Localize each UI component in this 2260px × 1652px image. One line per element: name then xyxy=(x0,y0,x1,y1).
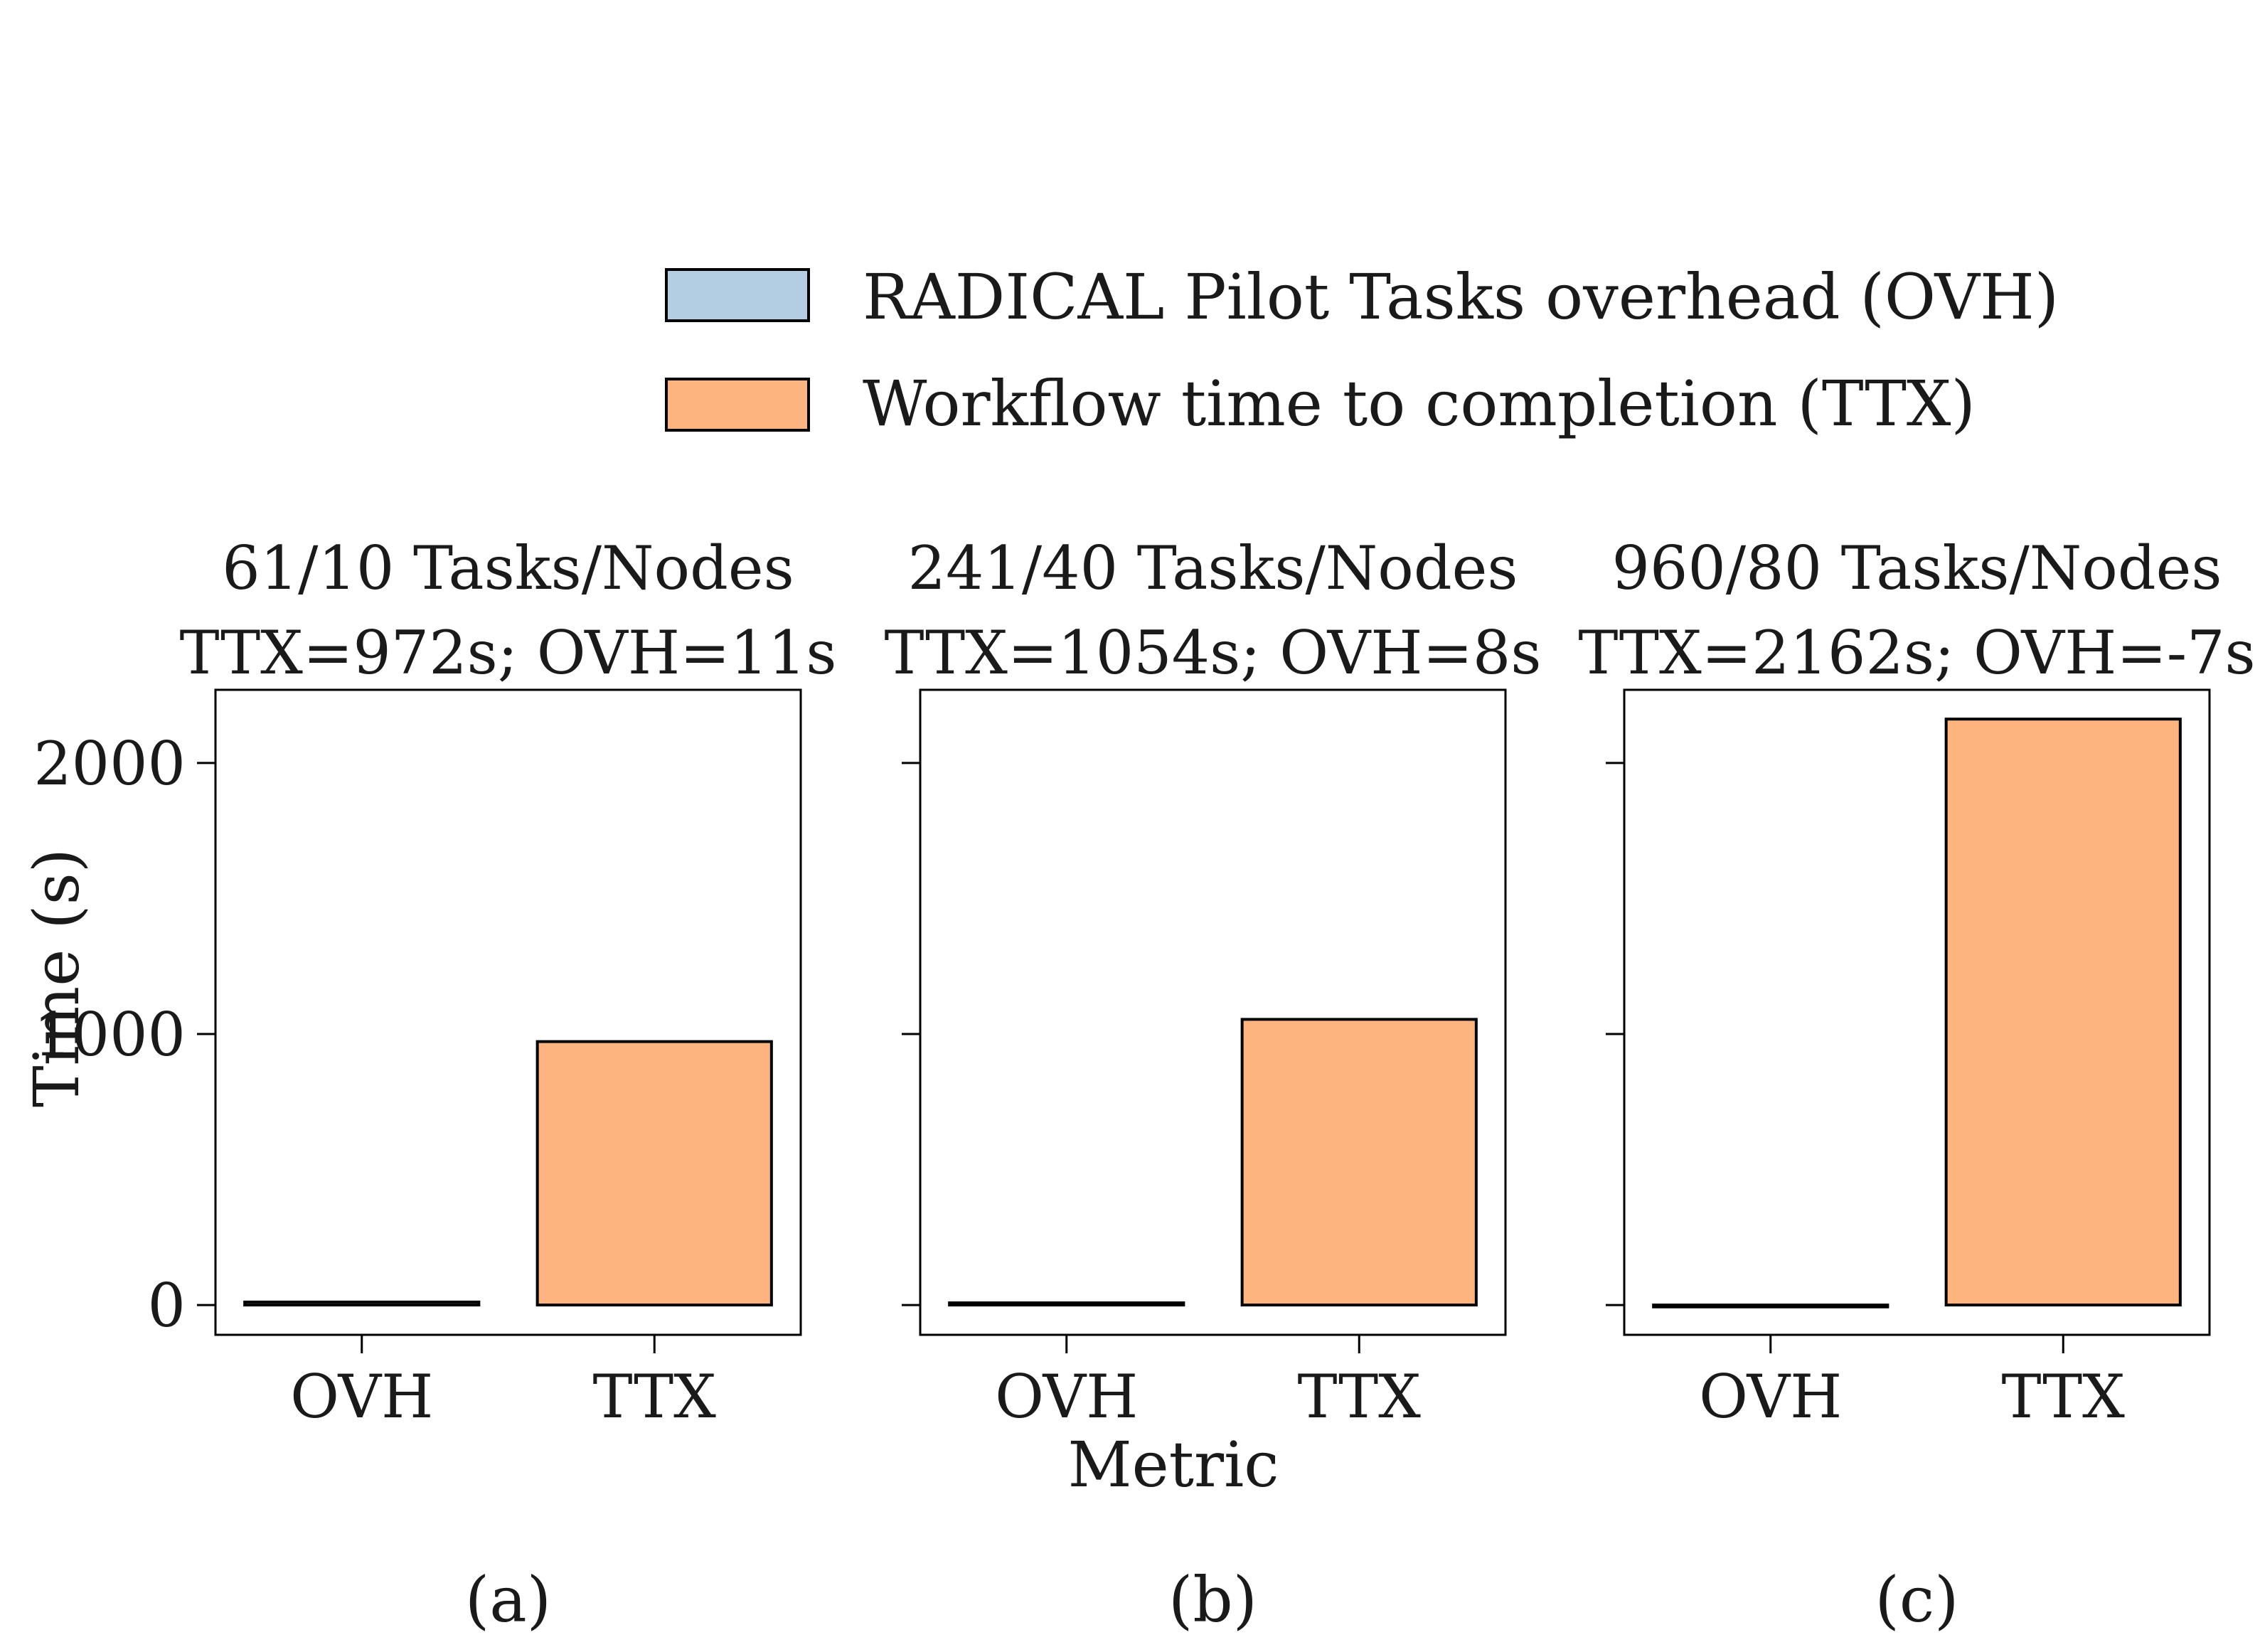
panel-3: 960/80 Tasks/Nodes TTX=2162s; OVH=-7s OVH T… xyxy=(1578,533,2255,1636)
panel-frame xyxy=(1623,688,2211,1336)
x-tick-label: TTX xyxy=(593,1362,717,1432)
legend-label-ttx: Workflow time to completion (TTX) xyxy=(863,367,1976,440)
legend-swatch-ttx xyxy=(665,378,810,432)
bar-ttx xyxy=(1944,718,2182,1307)
panel-frame xyxy=(919,688,1507,1336)
y-tick-label: 0 xyxy=(148,1271,186,1341)
bar-ovh xyxy=(243,1300,481,1307)
y-axis-label: Time (s) xyxy=(20,848,93,1107)
panel-2: 241/40 Tasks/Nodes TTX=1054s; OVH=8s OVH TT… xyxy=(885,533,1542,1636)
panel-title-line2: TTX=1054s; OVH=8s xyxy=(885,618,1542,688)
panel-title-line1: 960/80 Tasks/Nodes xyxy=(1612,533,2222,603)
panel-title-line1: 241/40 Tasks/Nodes xyxy=(908,533,1518,603)
y-tick-label: 2000 xyxy=(33,729,186,799)
legend-swatch-ovh xyxy=(665,268,810,322)
x-tick-label: OVH xyxy=(1699,1362,1842,1432)
bar-ovh xyxy=(1652,1304,1889,1309)
panel-title-line2: TTX=2162s; OVH=-7s xyxy=(1578,618,2255,688)
panel-title-line1: 61/10 Tasks/Nodes xyxy=(222,533,794,603)
panel-frame xyxy=(214,688,802,1336)
bar-ovh xyxy=(948,1301,1185,1307)
legend-label-ovh: RADICAL Pilot Tasks overhead (OVH) xyxy=(863,260,2059,334)
x-tick-label: TTX xyxy=(1298,1362,1422,1432)
panel-1: 61/10 Tasks/Nodes TTX=972s; OVH=11s 0 1000 2… xyxy=(33,533,836,1636)
legend: RADICAL Pilot Tasks overhead (OVH) Workf… xyxy=(665,260,2059,440)
panel-caption: (c) xyxy=(1875,1563,1959,1636)
bar-ttx xyxy=(1240,1018,1478,1307)
y-tick-label: 1000 xyxy=(33,1000,186,1070)
panels: 61/10 Tasks/Nodes TTX=972s; OVH=11s 0 1000 2… xyxy=(33,533,2255,1636)
x-tick-label: TTX xyxy=(2002,1362,2126,1432)
x-axis-label: Metric xyxy=(1067,1428,1279,1501)
bar-ttx xyxy=(535,1040,773,1307)
x-tick-label: OVH xyxy=(995,1362,1138,1432)
x-tick-label: OVH xyxy=(290,1362,433,1432)
panel-caption: (b) xyxy=(1168,1563,1257,1636)
panel-caption: (a) xyxy=(465,1563,551,1636)
panel-title-line2: TTX=972s; OVH=11s xyxy=(180,618,837,688)
